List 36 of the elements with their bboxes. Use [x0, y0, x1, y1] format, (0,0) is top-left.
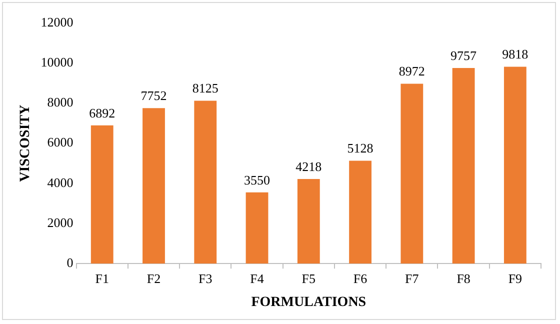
data-label: 7752 [140, 88, 167, 104]
x-tick-label: F5 [302, 270, 316, 286]
y-tick-label: 6000 [47, 134, 74, 150]
y-tick-label: 8000 [47, 94, 74, 110]
x-tick-label: F9 [508, 270, 522, 286]
bar [400, 84, 424, 264]
x-tick-label: F6 [353, 270, 368, 286]
bar [142, 108, 165, 264]
data-label: 8125 [192, 80, 218, 96]
bar [504, 66, 526, 264]
x-tick-label: F8 [456, 270, 470, 286]
bar [297, 179, 320, 264]
x-tick-label: F7 [405, 270, 420, 286]
y-axis-title: VISCOSITY [18, 104, 34, 182]
data-label: 5128 [347, 140, 374, 156]
data-label: 9818 [502, 46, 528, 62]
data-label: 6892 [89, 105, 116, 120]
y-tick-label: 0 [66, 255, 74, 270]
bar [452, 68, 475, 264]
x-tick-label: F3 [198, 270, 212, 286]
data-label: 9757 [450, 48, 478, 63]
bar [194, 100, 217, 264]
y-tick-label: 2000 [47, 214, 74, 230]
x-tick-label: F2 [146, 270, 161, 286]
data-label: 8972 [398, 64, 425, 79]
x-axis-title: FORMULATIONS [251, 295, 366, 310]
y-tick-label: 12000 [40, 14, 74, 30]
bar [90, 125, 114, 264]
data-label: 3550 [244, 172, 270, 188]
data-label: 4218 [296, 158, 322, 174]
x-tick-label: F4 [250, 270, 264, 286]
x-tick-label: F1 [95, 270, 109, 286]
y-tick-label: 10000 [40, 54, 74, 70]
bar [246, 192, 268, 264]
y-tick-label: 4000 [47, 174, 74, 190]
bar [349, 160, 372, 264]
